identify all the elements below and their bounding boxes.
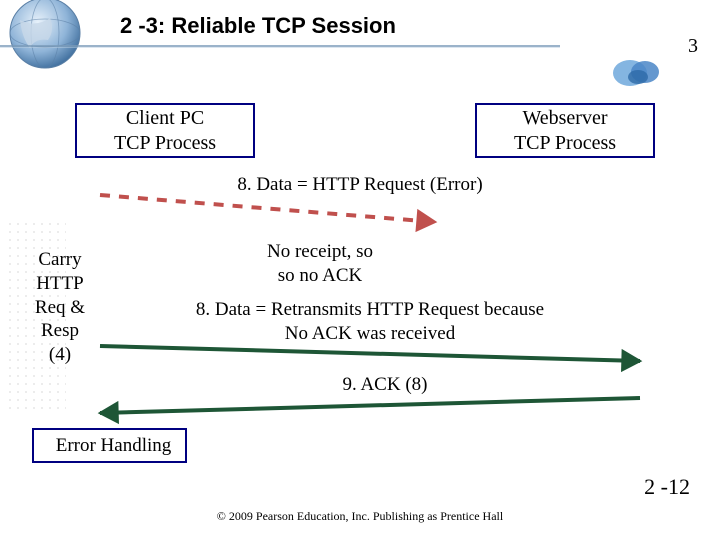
sidebar-l1: Carry bbox=[25, 248, 95, 272]
label-step8a: 8. Data = HTTP Request (Error) bbox=[160, 173, 560, 197]
server-line1: Webserver bbox=[477, 106, 653, 131]
arrow-step9-ack bbox=[100, 398, 640, 413]
sidebar-carry-label: Carry HTTP Req & Resp (4) bbox=[25, 248, 95, 367]
arrow-step8-error bbox=[100, 195, 435, 222]
client-line1: Client PC bbox=[77, 106, 253, 131]
no-receipt-l2: so no ACK bbox=[210, 264, 430, 288]
arrow-step8-retransmit bbox=[100, 346, 640, 361]
decorative-blob-icon bbox=[610, 55, 665, 90]
slide-title: 2 -3: Reliable TCP Session bbox=[120, 13, 396, 39]
client-pc-box: Client PC TCP Process bbox=[75, 103, 255, 158]
error-handling-box: Error Handling bbox=[32, 428, 187, 463]
webserver-box: Webserver TCP Process bbox=[475, 103, 655, 158]
footer-copyright: © 2009 Pearson Education, Inc. Publishin… bbox=[0, 509, 720, 524]
page-number-top: 3 bbox=[688, 35, 698, 58]
slide-number: 2 -12 bbox=[644, 474, 690, 500]
title-underline bbox=[0, 45, 560, 48]
client-line2: TCP Process bbox=[77, 131, 253, 156]
label-no-receipt: No receipt, so so no ACK bbox=[210, 240, 430, 288]
label-ack9: 9. ACK (8) bbox=[320, 373, 450, 397]
globe-icon bbox=[0, 0, 90, 70]
label-step8b: 8. Data = Retransmits HTTP Request becau… bbox=[100, 298, 640, 346]
server-line2: TCP Process bbox=[477, 131, 653, 156]
step8b-l2: No ACK was received bbox=[100, 322, 640, 346]
sidebar-l2: HTTP bbox=[25, 272, 95, 296]
step8b-l1: 8. Data = Retransmits HTTP Request becau… bbox=[100, 298, 640, 322]
sidebar-l4: Resp bbox=[25, 319, 95, 343]
sidebar-l3: Req & bbox=[25, 296, 95, 320]
no-receipt-l1: No receipt, so bbox=[210, 240, 430, 264]
sidebar-l5: (4) bbox=[25, 343, 95, 367]
